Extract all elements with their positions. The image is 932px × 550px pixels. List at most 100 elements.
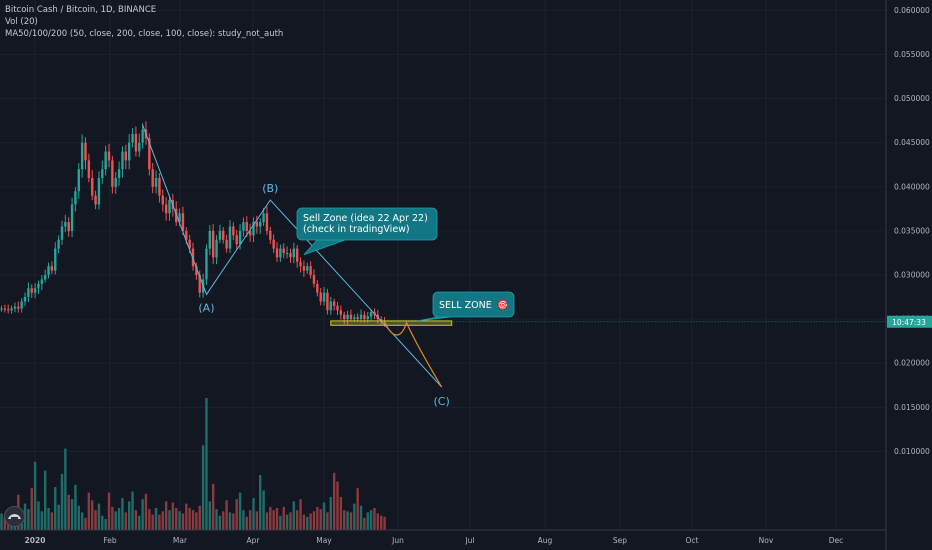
candle-body[interactable] xyxy=(322,292,326,302)
candle-body[interactable] xyxy=(228,226,232,249)
candle-body[interactable] xyxy=(0,308,3,310)
candle-body[interactable] xyxy=(27,288,30,298)
candle-body[interactable] xyxy=(84,142,87,161)
candle-body[interactable] xyxy=(185,230,188,240)
candle-body[interactable] xyxy=(60,226,64,240)
candle-body[interactable] xyxy=(168,200,171,214)
candle-body[interactable] xyxy=(7,309,10,311)
candle-body[interactable] xyxy=(77,169,80,192)
candle-body[interactable] xyxy=(57,239,60,249)
volume-study-label[interactable]: Vol (20) xyxy=(5,17,38,27)
candle-body[interactable] xyxy=(359,314,363,320)
projected-path[interactable] xyxy=(383,320,443,388)
candle-body[interactable] xyxy=(238,230,242,245)
candle-body[interactable] xyxy=(366,316,369,320)
candle-body[interactable] xyxy=(275,248,279,258)
candle-body[interactable] xyxy=(299,261,302,267)
sell-zone-rect[interactable] xyxy=(330,320,453,326)
candle-body[interactable] xyxy=(20,301,23,309)
candle-body[interactable] xyxy=(279,248,282,258)
candle-body[interactable] xyxy=(289,252,292,258)
candle-body[interactable] xyxy=(117,169,121,178)
candle-body[interactable] xyxy=(208,230,212,249)
candle-body[interactable] xyxy=(121,151,124,170)
candle-body[interactable] xyxy=(225,239,228,249)
abc-wave-line[interactable] xyxy=(142,124,443,388)
candle-body[interactable] xyxy=(104,151,107,170)
candle-body[interactable] xyxy=(94,195,97,205)
candle-body[interactable] xyxy=(295,248,299,262)
candle-body[interactable] xyxy=(198,275,201,293)
time-axis[interactable]: 2020 Feb Mar Apr May Jun Jul Aug Sep Oct Nov Dec xyxy=(25,536,844,545)
sell-zone-note-bubble[interactable] xyxy=(296,207,438,241)
candle-body[interactable] xyxy=(235,235,238,245)
candle-body[interactable] xyxy=(37,283,40,289)
candle-body[interactable] xyxy=(40,279,44,284)
candle-body[interactable] xyxy=(64,222,67,227)
candle-body[interactable] xyxy=(222,230,225,240)
candle-body[interactable] xyxy=(379,319,383,321)
candle-body[interactable] xyxy=(181,213,185,231)
candle-body[interactable] xyxy=(336,305,339,311)
candle-body[interactable] xyxy=(23,297,27,302)
candle-body[interactable] xyxy=(252,222,255,236)
candle-body[interactable] xyxy=(178,213,181,223)
candle-body[interactable] xyxy=(70,204,74,231)
candle-body[interactable] xyxy=(3,308,7,310)
candle-body[interactable] xyxy=(30,288,33,293)
candle-body[interactable] xyxy=(343,314,346,320)
candle-body[interactable] xyxy=(80,142,84,170)
tradingview-logo-icon[interactable] xyxy=(4,506,25,527)
candle-body[interactable] xyxy=(346,314,349,320)
candle-body[interactable] xyxy=(101,169,104,178)
candle-body[interactable] xyxy=(148,138,151,170)
candle-body[interactable] xyxy=(265,213,269,231)
candle-body[interactable] xyxy=(215,239,218,258)
symbol-title[interactable]: Bitcoin Cash / Bitcoin, 1D, BINANCE xyxy=(5,5,157,15)
candle-body[interactable] xyxy=(111,160,114,187)
candle-body[interactable] xyxy=(107,151,111,161)
candle-body[interactable] xyxy=(91,177,94,196)
candle-body[interactable] xyxy=(154,177,158,187)
ma-study-label[interactable]: MA50/100/200 (50, close, 200, close, 100… xyxy=(5,29,284,39)
candle-body[interactable] xyxy=(248,230,252,236)
candle-body[interactable] xyxy=(164,204,168,214)
candle-body[interactable] xyxy=(138,142,141,152)
candle-body[interactable] xyxy=(54,248,57,271)
candle-body[interactable] xyxy=(17,306,20,309)
candle-body[interactable] xyxy=(312,275,316,284)
candle-body[interactable] xyxy=(282,248,285,253)
candle-body[interactable] xyxy=(259,222,262,227)
candle-body[interactable] xyxy=(158,177,161,196)
candle-body[interactable] xyxy=(306,266,309,271)
candlesticks[interactable] xyxy=(0,121,386,327)
candle-body[interactable] xyxy=(353,317,356,320)
candle-body[interactable] xyxy=(47,266,50,276)
candle-body[interactable] xyxy=(369,312,373,317)
wave-label[interactable]: (A) xyxy=(198,301,214,314)
candle-body[interactable] xyxy=(124,151,128,161)
candle-body[interactable] xyxy=(131,133,134,143)
candle-body[interactable] xyxy=(269,230,272,240)
candle-body[interactable] xyxy=(195,266,198,276)
candle-body[interactable] xyxy=(356,317,359,320)
candle-body[interactable] xyxy=(13,306,17,309)
candle-body[interactable] xyxy=(97,177,101,205)
candle-body[interactable] xyxy=(134,133,138,152)
candle-body[interactable] xyxy=(10,308,13,311)
candle-body[interactable] xyxy=(67,222,70,231)
candle-body[interactable] xyxy=(329,301,332,311)
candle-body[interactable] xyxy=(188,239,191,249)
candle-body[interactable] xyxy=(87,160,91,178)
wave-label[interactable]: (C) xyxy=(434,395,450,408)
candle-body[interactable] xyxy=(262,213,265,223)
candle-body[interactable] xyxy=(232,226,235,236)
candle-body[interactable] xyxy=(363,314,366,320)
candle-body[interactable] xyxy=(114,177,117,187)
candle-body[interactable] xyxy=(218,230,222,240)
candle-body[interactable] xyxy=(339,310,343,315)
candle-body[interactable] xyxy=(161,195,164,205)
candle-body[interactable] xyxy=(242,222,245,231)
candle-body[interactable] xyxy=(326,292,329,311)
